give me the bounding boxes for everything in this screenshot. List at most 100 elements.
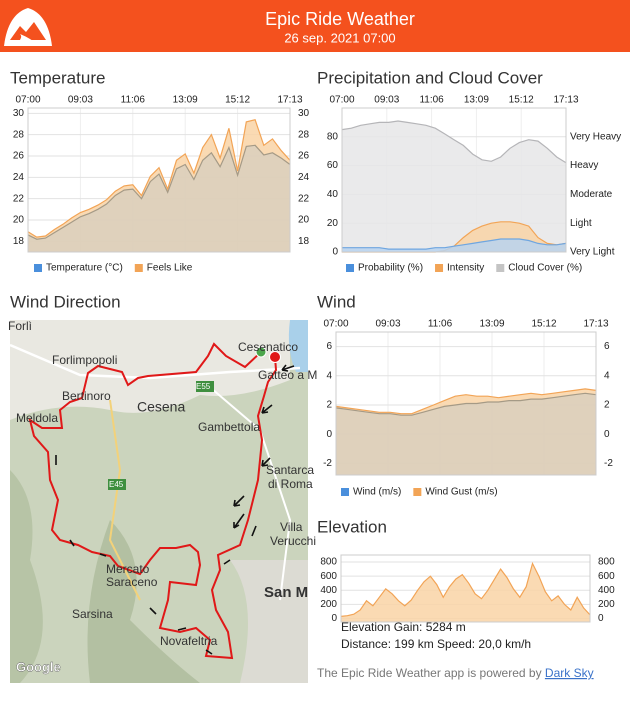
y2-tick-label: Moderate bbox=[570, 189, 613, 200]
area-line bbox=[27, 144, 291, 240]
legend-swatch bbox=[134, 264, 143, 272]
x-tick-label: 15:12 bbox=[225, 95, 250, 106]
map-label: Santarca bbox=[266, 463, 314, 477]
legend-label: Feels Like bbox=[147, 263, 193, 274]
y-tick-label: 60 bbox=[327, 160, 339, 171]
x-tick-label: 17:13 bbox=[583, 319, 608, 330]
x-tick-label: 09:03 bbox=[68, 95, 93, 106]
legend-swatch bbox=[34, 264, 42, 272]
legend-label: Cloud Cover (%) bbox=[508, 263, 582, 274]
y-tick-label: 600 bbox=[320, 571, 337, 582]
x-tick-label: 11:06 bbox=[121, 95, 146, 106]
app-title: Epic Ride Weather bbox=[265, 9, 415, 29]
y-tick-label: 2 bbox=[326, 400, 332, 411]
y2-tick-label: Very Heavy bbox=[570, 131, 621, 142]
map-label: Villa bbox=[280, 520, 303, 534]
distance-speed: Distance: 199 km Speed: 20,0 km/h bbox=[341, 637, 531, 651]
area-line bbox=[27, 118, 291, 238]
map-label: Gambettola bbox=[198, 420, 260, 434]
x-tick-label: 09:03 bbox=[375, 319, 400, 330]
y-tick-label: 0 bbox=[326, 429, 332, 440]
y-tick-label: 20 bbox=[13, 215, 25, 226]
map-label: E45 bbox=[109, 480, 124, 489]
y-tick-label-right: 28 bbox=[298, 129, 310, 140]
plot-frame bbox=[340, 554, 591, 623]
area-line bbox=[341, 120, 567, 164]
map-label: E55 bbox=[196, 382, 211, 391]
x-tick-label: 09:03 bbox=[374, 95, 399, 106]
legend-swatch bbox=[496, 264, 505, 272]
map-label: Gatteo a M bbox=[258, 368, 317, 382]
y-tick-label-right: 800 bbox=[598, 557, 615, 568]
x-tick-label: 15:12 bbox=[509, 95, 534, 106]
x-tick-label: 13:09 bbox=[173, 95, 198, 106]
area-line bbox=[342, 238, 567, 250]
legend-label: Probability (%) bbox=[358, 263, 423, 274]
map-label: Meldola bbox=[16, 411, 58, 425]
y-tick-label-right: 400 bbox=[598, 585, 615, 596]
y-tick-label: 80 bbox=[327, 131, 339, 142]
legend-swatch bbox=[413, 488, 422, 496]
x-tick-label: 17:13 bbox=[277, 95, 302, 106]
y-tick-label: 18 bbox=[13, 236, 25, 247]
y-tick-label-right: -2 bbox=[604, 458, 613, 469]
y-tick-label-right: 0 bbox=[598, 613, 604, 624]
y-tick-label: 28 bbox=[13, 129, 25, 140]
y-tick-label-right: 18 bbox=[298, 236, 310, 247]
y-tick-label: 4 bbox=[326, 370, 332, 381]
map-label: Saraceno bbox=[106, 575, 158, 589]
chart-title: Elevation bbox=[317, 517, 387, 536]
legend-swatch bbox=[435, 264, 444, 272]
legend-swatch bbox=[346, 264, 354, 272]
x-tick-label: 07:00 bbox=[323, 319, 348, 330]
elevation-gain: Elevation Gain: 5284 m bbox=[341, 620, 466, 634]
area bbox=[342, 121, 566, 252]
legend-label: Wind (m/s) bbox=[353, 487, 401, 498]
map-label: Verucchi bbox=[270, 534, 316, 548]
x-tick-label: 07:00 bbox=[15, 95, 40, 106]
y-tick-label: 22 bbox=[13, 193, 25, 204]
map-label: Cesena bbox=[137, 399, 185, 415]
area bbox=[336, 393, 596, 475]
area-line bbox=[335, 392, 597, 416]
map-label: San M bbox=[264, 584, 308, 601]
plot-frame bbox=[335, 331, 597, 476]
y-tick-label: 0 bbox=[332, 247, 338, 258]
map: Forlì Forlimpopoli Bertinoro Meldola Cesena C… bbox=[8, 319, 317, 683]
y-tick-label: 40 bbox=[327, 189, 339, 200]
y-tick-label: 800 bbox=[320, 557, 337, 568]
app-subtitle: 26 sep. 2021 07:00 bbox=[284, 30, 395, 45]
y2-tick-label: Very Light bbox=[570, 247, 615, 258]
y-tick-label: 24 bbox=[13, 172, 25, 183]
x-tick-label: 11:06 bbox=[419, 95, 444, 106]
x-tick-label: 17:13 bbox=[553, 95, 578, 106]
y-tick-label-right: 24 bbox=[298, 172, 310, 183]
y2-tick-label: Light bbox=[570, 218, 592, 229]
y-tick-label-right: 4 bbox=[604, 370, 610, 381]
app-bar bbox=[0, 0, 630, 52]
map-label: Forlì bbox=[8, 319, 32, 333]
y2-tick-label: Heavy bbox=[570, 160, 598, 171]
y-tick-label-right: 2 bbox=[604, 400, 610, 411]
y-tick-label: 26 bbox=[13, 151, 25, 162]
plot-frame bbox=[27, 107, 291, 253]
y-tick-label-right: 22 bbox=[298, 193, 310, 204]
y-tick-label: 200 bbox=[320, 599, 337, 610]
footer-prefix: The Epic Ride Weather app is powered by bbox=[317, 666, 545, 680]
y-tick-label-right: 26 bbox=[298, 151, 310, 162]
legend-swatch bbox=[341, 488, 349, 496]
x-tick-label: 13:09 bbox=[464, 95, 489, 106]
y-tick-label-right: 6 bbox=[604, 341, 610, 352]
plot-frame bbox=[341, 107, 567, 253]
dark-sky-link[interactable]: Dark Sky bbox=[545, 666, 594, 680]
map-label: Novafeltria bbox=[160, 634, 218, 648]
x-tick-label: 11:06 bbox=[428, 319, 453, 330]
y-tick-label: 0 bbox=[331, 613, 337, 624]
legend-label: Temperature (°C) bbox=[46, 263, 123, 274]
y-tick-label: 6 bbox=[326, 341, 332, 352]
y-tick-label-right: 200 bbox=[598, 599, 615, 610]
y-tick-label: 20 bbox=[327, 218, 339, 229]
y-tick-label: 400 bbox=[320, 585, 337, 596]
x-tick-label: 13:09 bbox=[479, 319, 504, 330]
